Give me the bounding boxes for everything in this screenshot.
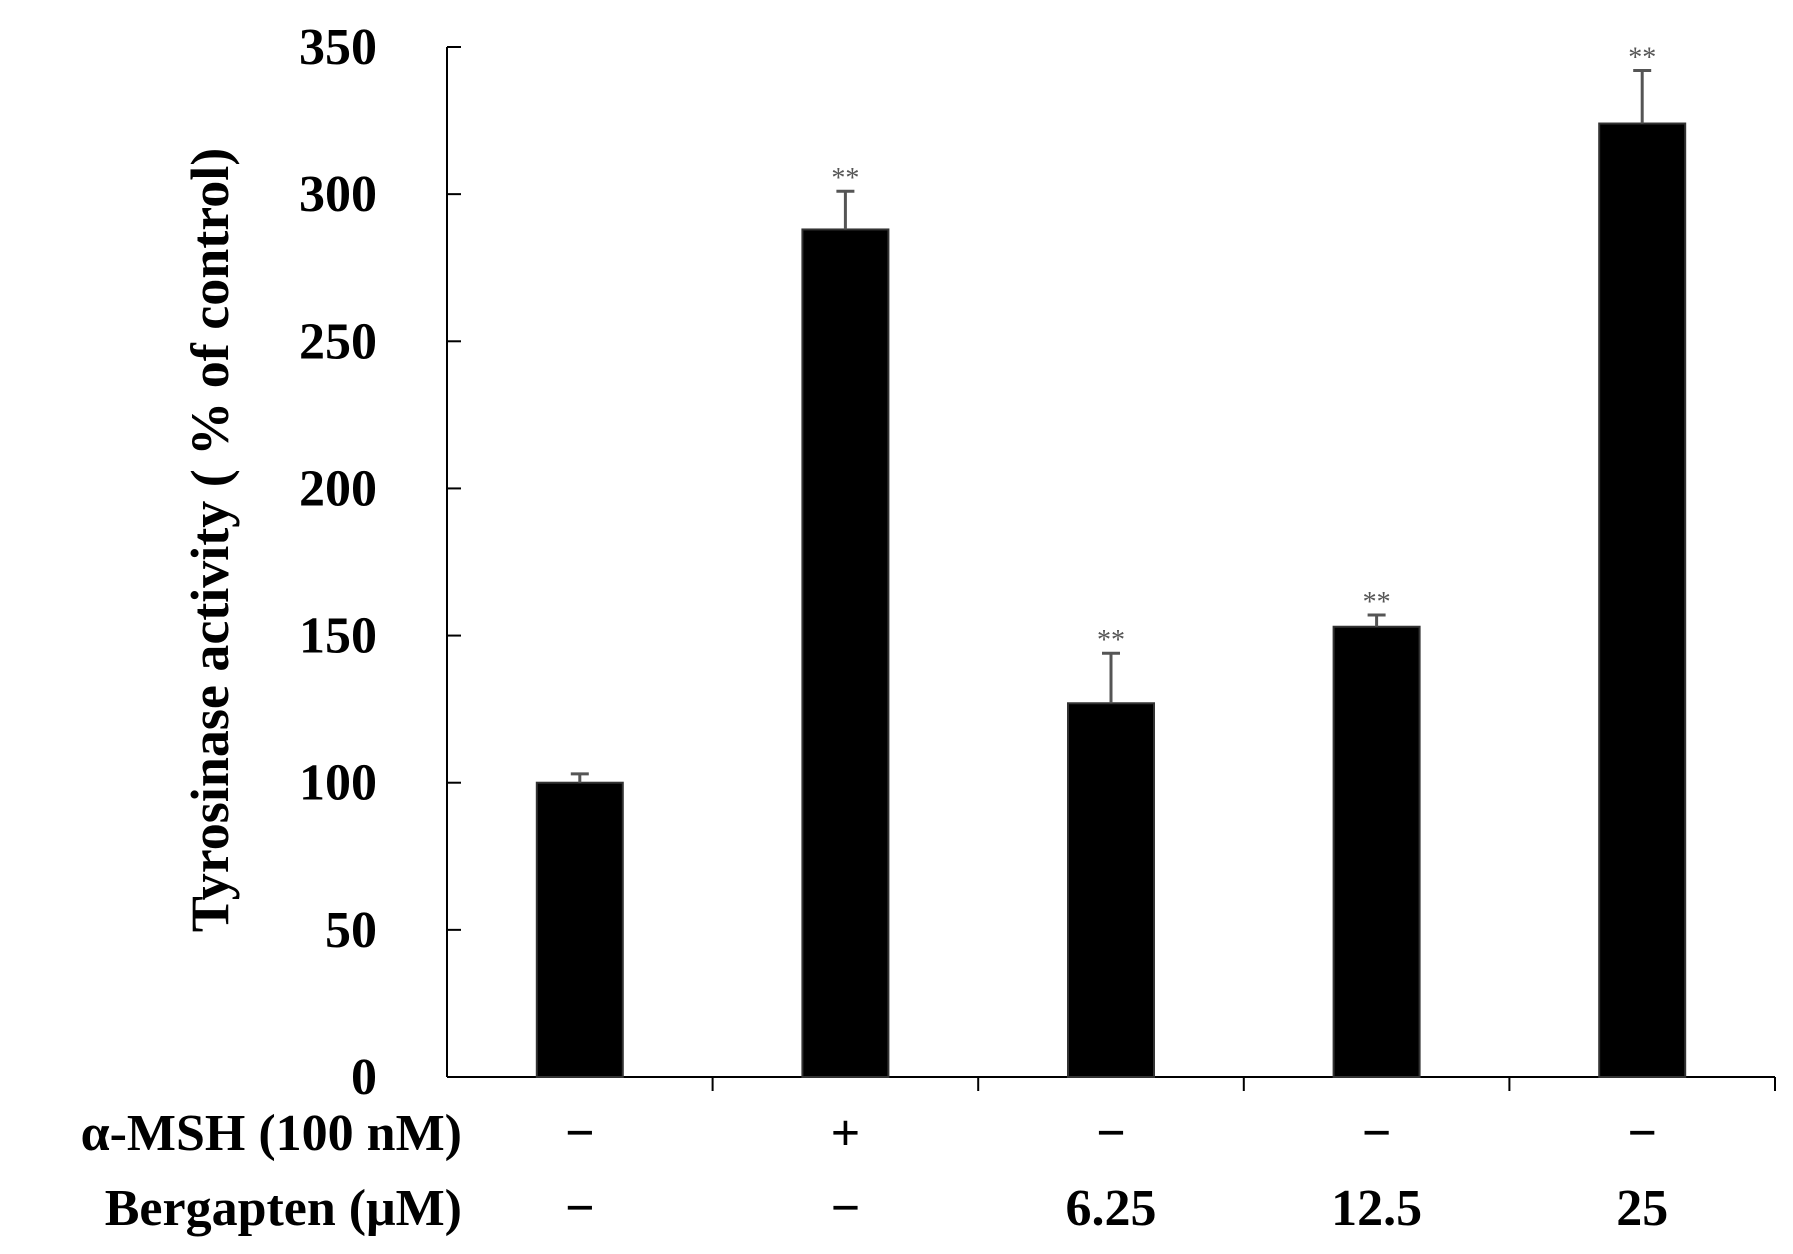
bar: [801, 228, 890, 1078]
y-tick-label: 50: [325, 902, 377, 959]
treatment-row-label: Bergapten (μM): [105, 1180, 462, 1237]
treatment-value: +: [831, 1105, 861, 1162]
significance-label: **: [1097, 625, 1125, 656]
y-tick-label: 200: [299, 460, 377, 517]
treatment-value: −: [831, 1180, 861, 1237]
y-tick-label: 100: [299, 755, 377, 812]
y-tick-label: 250: [299, 313, 377, 370]
treatment-rows: α-MSH (100 nM) − + − − − Bergapten (μM) − − 6.25 1…: [81, 1105, 1669, 1237]
treatment-value: 6.25: [1066, 1180, 1157, 1237]
treatment-value: −: [1627, 1105, 1657, 1162]
significance-label: **: [1363, 587, 1391, 618]
y-tick-label: 0: [351, 1049, 377, 1106]
y-tick-label: 300: [299, 166, 377, 223]
bars: ** ** ** **: [535, 43, 1687, 1078]
treatment-value: 25: [1616, 1180, 1668, 1237]
axes: 0 50 100 150 200 250 300 350: [299, 19, 1776, 1106]
treatment-row-label: α-MSH (100 nM): [81, 1105, 462, 1162]
significance-label: **: [1628, 43, 1656, 74]
significance-label: **: [831, 163, 859, 194]
treatment-value: −: [1362, 1105, 1392, 1162]
y-axis-label: Tyrosinase activity ( % of control): [180, 148, 240, 932]
treatment-value: 12.5: [1331, 1180, 1422, 1237]
y-tick-label: 350: [299, 19, 377, 76]
y-tick-label: 150: [299, 608, 377, 665]
bar: [1598, 122, 1687, 1078]
treatment-value: −: [565, 1180, 595, 1237]
bar: [535, 781, 624, 1078]
treatment-value: −: [1096, 1105, 1126, 1162]
bar: [1067, 702, 1155, 1078]
bar: [1332, 625, 1421, 1078]
treatment-value: −: [565, 1105, 595, 1162]
